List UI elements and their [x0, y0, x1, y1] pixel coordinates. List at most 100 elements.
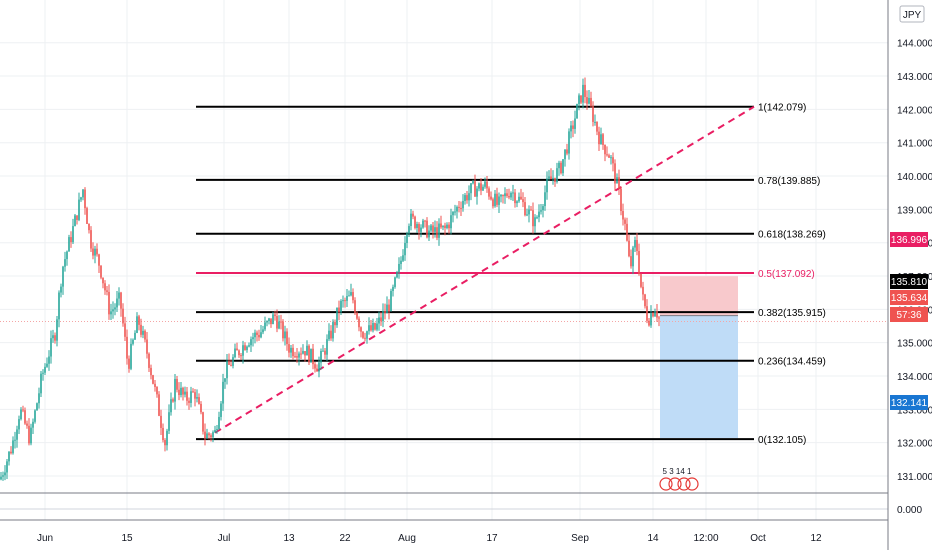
fibonacci-levels[interactable]: 1(142.079) 0.78(139.885) 0.618(138.269) 0.5…: [196, 103, 826, 446]
price-badge-label: 132.141: [891, 398, 928, 409]
candle-body: [204, 431, 206, 439]
candle-body: [472, 181, 474, 184]
price-badge-label: 57:36: [896, 310, 921, 321]
candle-body: [432, 225, 434, 232]
candle-body: [272, 314, 274, 325]
y-tick-label: 140.000: [897, 172, 932, 183]
candle-body: [626, 223, 628, 241]
candle-body: [8, 451, 10, 462]
candle-body: [0, 476, 2, 480]
fib-level-label: 0(132.105): [758, 435, 806, 446]
price-badges: 136.996 135.810 135.634 57:36 132.141: [890, 232, 928, 410]
candle-body: [220, 403, 222, 417]
candle-body: [522, 199, 524, 203]
candle-body: [236, 348, 238, 351]
candle-body: [358, 318, 360, 328]
candle-body: [386, 304, 388, 314]
indicator-pane: [0, 492, 932, 510]
candle-body: [474, 181, 476, 197]
candle-body: [140, 324, 142, 335]
position-zones: [0, 276, 888, 438]
take-profit-zone: [660, 315, 738, 438]
candle-body: [74, 215, 76, 227]
candle-body: [540, 210, 542, 212]
candle-body: [80, 197, 82, 200]
candle-body: [404, 242, 406, 256]
candle-body: [348, 295, 350, 297]
candle-body: [152, 375, 154, 384]
x-tick-label: 22: [339, 533, 351, 544]
candle-body: [102, 277, 104, 284]
candle-body: [44, 366, 46, 373]
candle-body: [554, 177, 556, 183]
trendline: [214, 105, 755, 434]
price-badge: [890, 395, 928, 410]
x-tick-label: Oct: [750, 533, 766, 544]
candle-body: [198, 397, 200, 404]
candle-body: [128, 358, 130, 369]
candle-body: [192, 391, 194, 393]
candle-body: [350, 292, 352, 296]
candle-body: [96, 248, 98, 255]
candle-body: [214, 429, 216, 433]
candle-body: [424, 220, 426, 222]
candle-body: [458, 206, 460, 208]
candle-body: [166, 430, 168, 446]
candle-body: [402, 255, 404, 261]
candle-body: [250, 339, 252, 346]
x-tick-label: Jun: [37, 533, 53, 544]
candle-body: [400, 260, 402, 264]
event-marker-icon: [659, 477, 673, 491]
event-marker-group[interactable]: 5 3 14 1: [659, 467, 699, 491]
candle-body: [436, 227, 438, 238]
candle-body: [224, 378, 226, 382]
candle-body: [172, 399, 174, 402]
candle-body: [226, 361, 228, 379]
y-tick-label: 139.000: [897, 205, 932, 216]
candle-body: [338, 307, 340, 313]
candle-body: [466, 195, 468, 201]
candle-body: [600, 134, 602, 145]
candle-body: [438, 223, 440, 238]
candle-body: [410, 213, 412, 227]
candle-body: [230, 364, 232, 366]
candle-body: [232, 357, 234, 366]
candle-body: [456, 206, 458, 212]
price-badge-label: 135.634: [891, 293, 928, 304]
candle-body: [482, 186, 484, 191]
trendline-group[interactable]: [214, 105, 755, 434]
candle-body: [312, 348, 314, 365]
candle-body: [288, 344, 290, 353]
candle-body: [284, 331, 286, 339]
candle-body: [32, 421, 34, 428]
event-marker-label: 5 3 14 1: [663, 467, 692, 476]
candle-body: [196, 397, 198, 399]
candle-body: [22, 409, 24, 411]
candle-body: [654, 311, 656, 317]
candle-body: [110, 311, 112, 315]
fib-level-label: 0.236(134.459): [758, 357, 826, 368]
candle-body: [612, 157, 614, 164]
candle-body: [296, 356, 298, 358]
candle-body: [206, 433, 208, 439]
candle-body: [238, 350, 240, 356]
candle-body: [66, 251, 68, 260]
candle-body: [126, 336, 128, 359]
candle-body: [266, 321, 268, 323]
candle-body: [560, 162, 562, 174]
candle-body: [168, 412, 170, 431]
candle-body: [258, 334, 260, 338]
candle-body: [150, 367, 152, 376]
candle-body: [162, 427, 164, 441]
candle-body: [518, 196, 520, 202]
candle-body: [544, 192, 546, 207]
candle-body: [534, 217, 536, 227]
candle-body: [212, 432, 214, 438]
candle-body: [356, 312, 358, 319]
candle-body: [158, 394, 160, 416]
candle-body: [602, 134, 604, 145]
candle-body: [464, 195, 466, 201]
candle-body: [4, 472, 6, 476]
y-tick-label: 143.000: [897, 72, 932, 83]
